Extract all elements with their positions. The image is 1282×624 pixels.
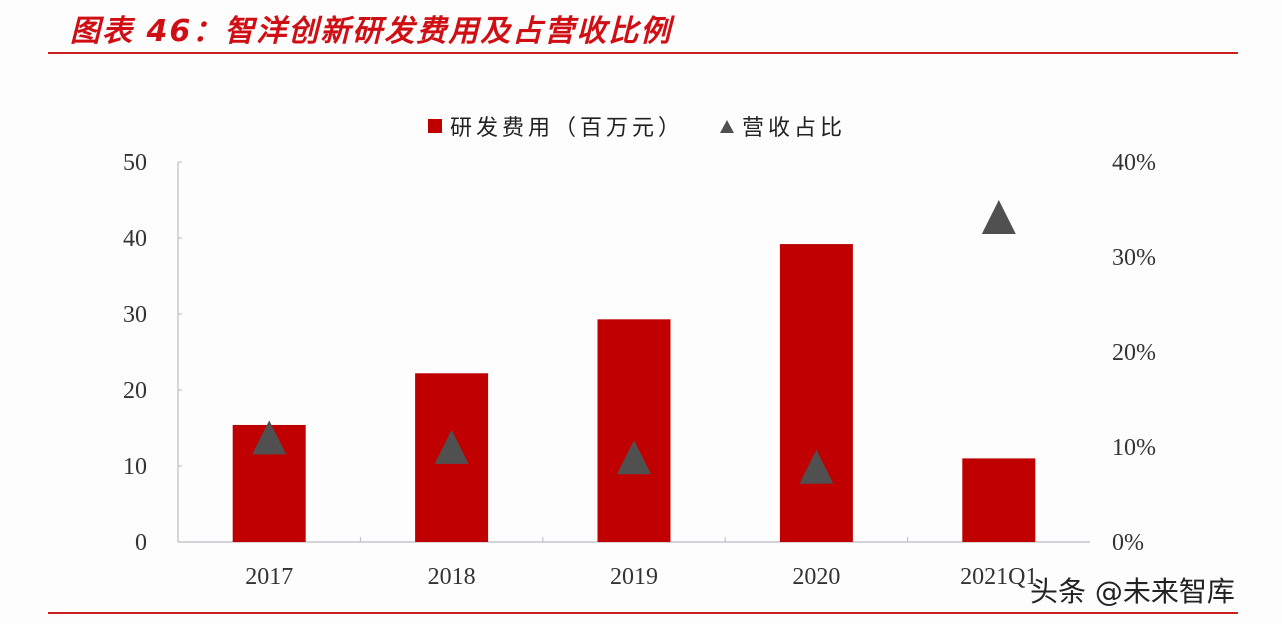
left-tick-label: 50 xyxy=(123,150,147,176)
triangle-legend-marker-icon xyxy=(720,119,735,133)
right-tick-label: 40% xyxy=(1112,150,1156,176)
legend-marker-label: 营收占比 xyxy=(742,116,847,141)
right-tick-label: 30% xyxy=(1112,245,1156,271)
title-divider xyxy=(48,52,1238,54)
left-tick-label: 20 xyxy=(123,378,147,404)
bottom-divider xyxy=(48,612,1238,614)
x-tick-label: 2020 xyxy=(792,564,840,590)
right-tick-label: 0% xyxy=(1112,530,1144,556)
right-tick-label: 10% xyxy=(1112,435,1156,461)
right-tick-label: 20% xyxy=(1112,340,1156,366)
legend: 研发费用（百万元） 营收占比 xyxy=(428,110,846,142)
left-tick-label: 30 xyxy=(123,302,147,328)
left-tick-label: 10 xyxy=(123,454,147,480)
watermark: 头条 @未来智库 xyxy=(1030,575,1235,608)
chart-title: 图表 46：智洋创新研发费用及占营收比例 xyxy=(70,14,673,49)
triangle-marker-icon xyxy=(799,449,834,484)
x-tick-label: 2018 xyxy=(428,564,476,590)
x-tick-label: 2017 xyxy=(245,564,293,590)
legend-bar-label: 研发费用（百万元） xyxy=(450,116,685,141)
triangle-marker-icon xyxy=(434,429,469,464)
x-tick-label: 2021Q1 xyxy=(960,564,1037,590)
bar-2020 xyxy=(779,244,853,542)
triangle-marker-icon xyxy=(252,420,287,455)
x-tick-label: 2019 xyxy=(610,564,658,590)
left-tick-label: 0 xyxy=(135,530,147,556)
triangle-marker-icon xyxy=(617,440,651,475)
triangle-marker-icon xyxy=(981,199,1016,234)
left-tick-label: 40 xyxy=(123,226,147,252)
bar-2019 xyxy=(597,319,671,542)
bar-legend-swatch-icon xyxy=(428,119,442,133)
bar-2021Q1 xyxy=(962,458,1036,542)
